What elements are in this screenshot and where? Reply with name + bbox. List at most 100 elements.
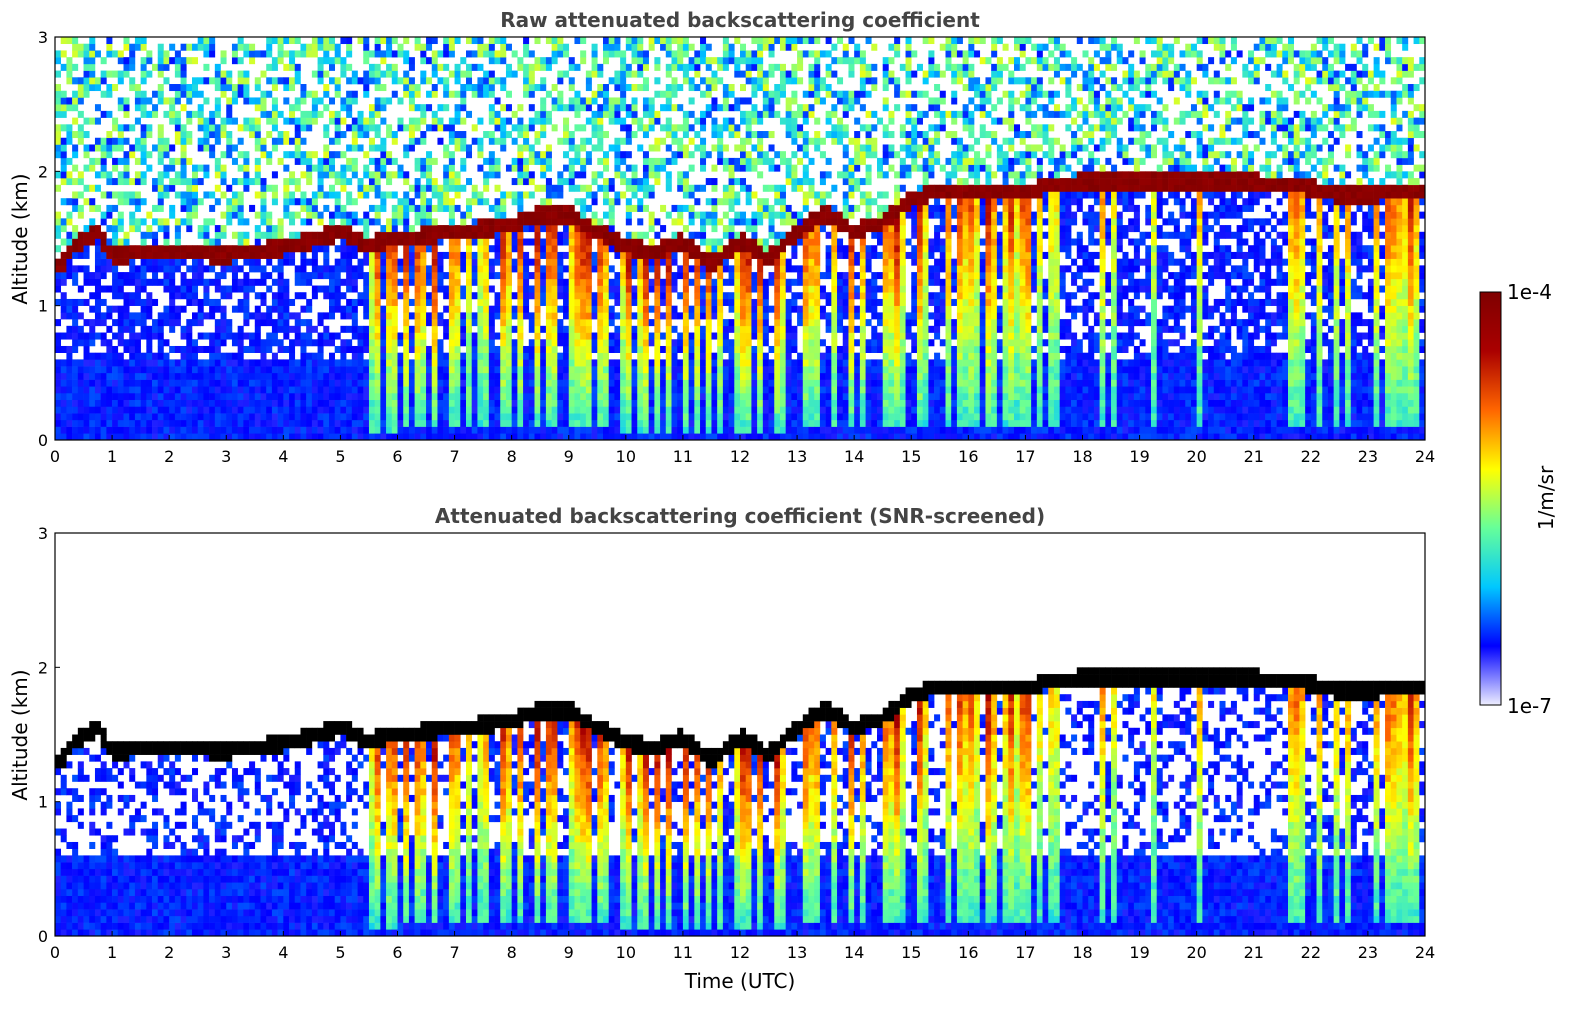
heat-cell [214,278,221,286]
heat-cell [243,245,250,253]
heat-cell [123,292,130,300]
heat-cell [608,204,615,212]
heat-cell [677,57,684,65]
heat-cell [534,218,541,226]
heat-cell [620,258,627,266]
heat-cell [391,258,398,266]
heat-cell [397,164,404,172]
heat-cell [557,292,564,300]
heat-cell [540,84,547,92]
heat-cell [226,319,233,327]
heat-cell [448,137,455,145]
heat-cell [466,278,473,286]
heat-cell [306,238,313,246]
heat-cell [620,379,627,387]
heat-cell [574,399,581,407]
heat-cell [334,258,341,266]
heat-cell [72,392,79,400]
heat-cell [134,332,141,340]
heat-cell [511,312,518,320]
heat-cell [682,272,689,280]
heat-cell [431,352,438,360]
heat-cell [648,157,655,165]
heat-cell [123,171,130,179]
heat-cell [386,171,393,179]
heat-cell [231,245,238,253]
heat-cell [123,413,130,421]
heat-cell [334,392,341,400]
heat-cell [83,332,90,340]
heat-cell [351,265,358,273]
heat-cell [494,426,501,434]
heat-cell [597,372,604,380]
heat-cell [357,191,364,199]
heat-cell [214,305,221,313]
heat-cell [523,298,530,306]
heat-cell [614,84,621,92]
heat-cell [55,433,62,441]
heat-cell [505,238,512,246]
heat-cell [654,392,661,400]
heat-cell [94,406,101,414]
heat-cell [671,151,678,159]
heat-cell [351,319,358,327]
heat-cell [408,386,415,394]
heat-cell [311,272,318,280]
heat-cell [414,339,421,347]
heat-cell [631,50,638,58]
heat-cell [294,50,301,58]
heat-cell [528,345,535,353]
heat-cell [55,278,62,286]
heat-cell [551,298,558,306]
heat-cell [665,104,672,112]
heat-cell [574,171,581,179]
heat-cell [677,50,684,58]
heat-cell [580,97,587,105]
heat-cell [237,137,244,145]
heat-cell [146,332,153,340]
heat-cell [637,312,644,320]
heat-cell [426,366,433,374]
heat-cell [357,298,364,306]
heat-cell [500,419,507,427]
heat-cell [374,399,381,407]
heat-cell [214,157,221,165]
heat-cell [637,399,644,407]
heat-cell [557,406,564,414]
heat-cell [551,37,558,45]
heat-cell [340,372,347,380]
heat-cell [243,164,250,172]
heat-cell [603,265,610,273]
heat-cell [614,312,621,320]
heat-cell [289,372,296,380]
heat-cell [511,164,518,172]
heat-cell [89,433,96,441]
heat-cell [665,245,672,253]
heat-cell [386,43,393,51]
heat-cell [60,399,67,407]
heat-cell [72,77,79,85]
heat-cell [642,312,649,320]
heat-cell [620,57,627,65]
heat-cell [523,218,530,226]
heat-cell [580,379,587,387]
heat-cell [106,110,113,118]
heat-cell [671,50,678,58]
heat-cell [363,386,370,394]
heat-cell [443,406,450,414]
heat-cell [454,325,461,333]
heat-cell [671,386,678,394]
heat-cell [517,278,524,286]
heat-cell [72,43,79,51]
heat-cell [694,57,701,65]
heat-cell [591,413,598,421]
heat-cell [311,164,318,172]
heat-cell [117,272,124,280]
heat-cell [357,117,364,125]
heat-cell [426,231,433,239]
heat-cell [603,57,610,65]
heat-cell [597,278,604,286]
heat-cell [289,419,296,427]
heat-cell [483,178,490,186]
heat-cell [180,131,187,139]
